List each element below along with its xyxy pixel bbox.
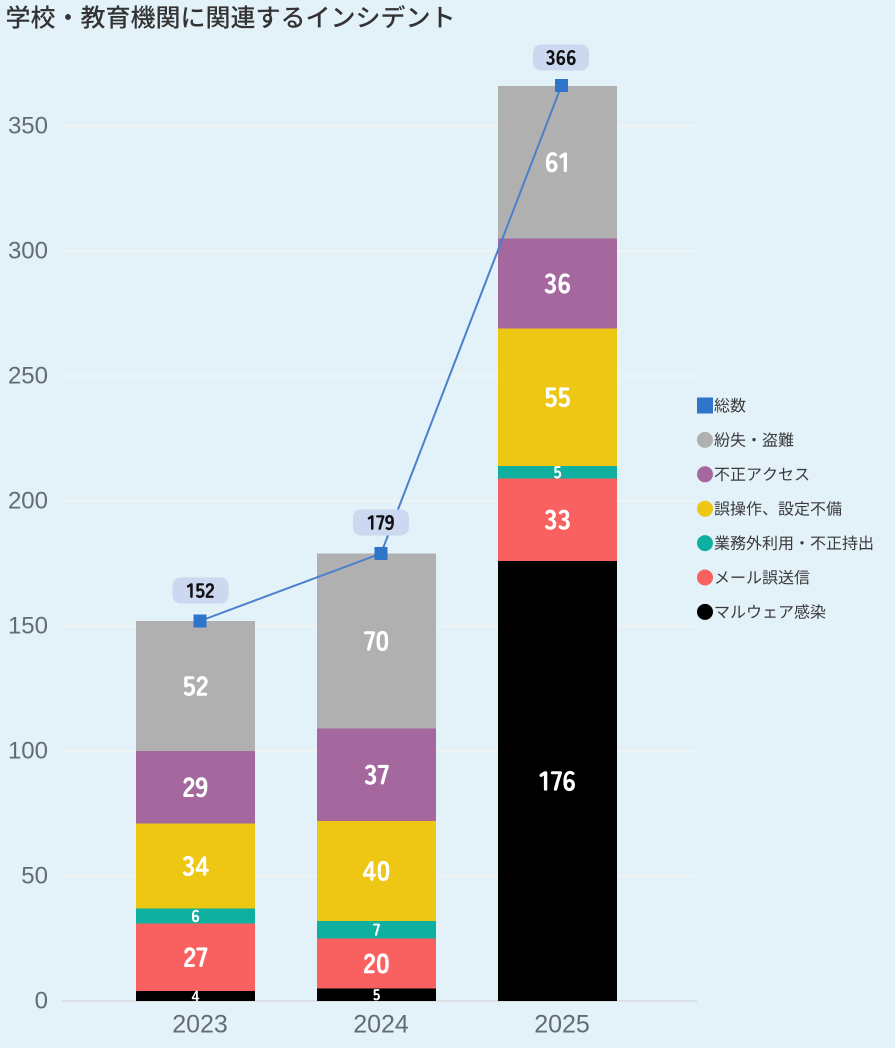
svg-text:2023: 2023 xyxy=(172,1011,228,1039)
svg-text:350: 350 xyxy=(8,113,48,140)
svg-text:300: 300 xyxy=(8,238,48,265)
svg-text:250: 250 xyxy=(8,363,48,390)
svg-text:0: 0 xyxy=(35,988,48,1015)
svg-text:100: 100 xyxy=(8,738,48,765)
svg-text:150: 150 xyxy=(8,613,48,640)
svg-text:2024: 2024 xyxy=(353,1011,409,1039)
svg-text:50: 50 xyxy=(21,863,48,890)
svg-text:2025: 2025 xyxy=(534,1011,590,1039)
svg-text:200: 200 xyxy=(8,488,48,515)
